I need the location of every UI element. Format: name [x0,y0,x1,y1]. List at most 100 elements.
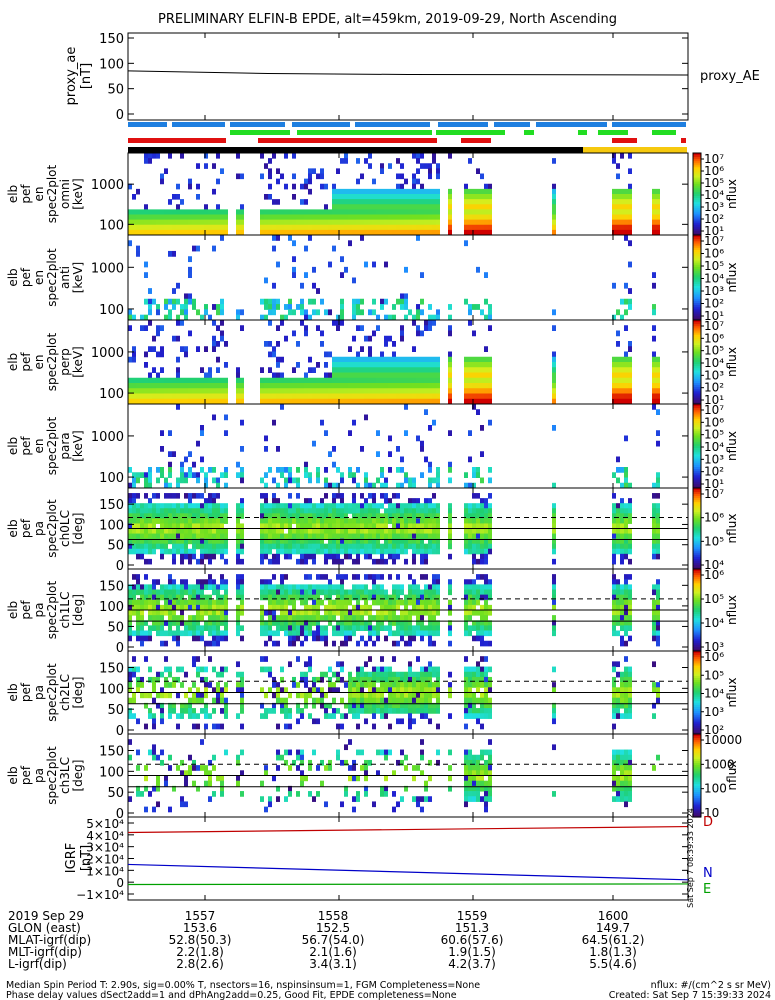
spectrogram-cell [376,528,380,535]
spectrogram-cell [148,635,152,642]
spectrogram-cell [144,477,148,484]
spectrogram-cell [408,676,412,683]
spectrogram-cell [172,513,176,519]
spectrogram-cell [420,153,424,159]
spectrogram-cell [432,314,436,321]
spectrogram-cell [276,503,280,509]
spectrogram-cell [368,625,372,631]
spectrogram-cell [388,548,392,555]
spectrogram-cell [348,362,352,368]
spectrogram-cell [488,356,492,363]
colorbar-cell [693,620,701,623]
colorbar-cell [693,224,701,228]
spectrogram-cell [384,188,388,195]
spectrogram-cell [448,219,452,226]
spectrogram-cell [620,553,624,560]
spectrogram-cell [128,708,132,714]
spectrogram-cell [352,615,356,621]
spectrogram-cell [196,377,200,384]
spectrogram-cell [304,498,308,504]
spectrogram-cell [436,188,440,195]
spectrogram-cell [196,620,200,626]
spectrogram-cell [472,671,476,678]
colorbar-cell [693,583,701,586]
spectrogram-cell [364,367,368,373]
spectrogram-cell [292,589,296,596]
spectrogram-cell [384,341,388,347]
spectrogram-cell [364,682,368,688]
spectrogram-cell [308,610,312,616]
spectrogram-cell [428,702,432,709]
spectrogram-cell [264,304,268,310]
spectrogram-cell [416,388,420,394]
spectrogram-cell [200,708,204,714]
spectrogram-cell [656,533,660,540]
spectrogram-cell [488,518,492,524]
spectrogram-cell [404,430,408,436]
spectrogram-cell [424,687,428,693]
spectrogram-cell [352,277,356,284]
spectrogram-cell [176,377,180,384]
spectrogram-cell [364,261,368,268]
spectrogram-cell [300,640,304,647]
spectrogram-cell [188,523,192,529]
spectrogram-cell [624,620,628,626]
spectrogram-cell [392,351,396,358]
spectrogram-cell [140,553,144,560]
spectrogram-cell [372,229,376,236]
spectrogram-cell [400,599,404,606]
spectrogram-cell [196,671,200,678]
spectrogram-cell [420,356,424,363]
spectrogram-cell [220,513,224,519]
spectrogram-cell [192,229,196,236]
spectrogram-cell [652,533,656,540]
spectrogram-cell [132,472,136,478]
spectrogram-cell [396,553,400,560]
colorbar-cell [693,458,701,462]
spectrogram-cell [344,367,348,373]
spectrogram-cell [224,594,228,601]
spectrogram-cell [428,697,432,704]
spectrogram-cell [204,304,208,310]
spectrogram-cell [204,518,208,524]
proxy-ae-tick-label: 100 [99,57,124,72]
spectrogram-cell [488,229,492,236]
spectrogram-cell [476,713,480,719]
spectrogram-cell [472,599,476,606]
spectrogram-cell [424,163,428,169]
spectrogram-cell [284,594,288,601]
spectrogram-cell [336,199,340,205]
spectrogram-cell [196,219,200,226]
spectrogram-cell [128,356,132,363]
spectrogram-cell [392,372,396,379]
spectrogram-cell [416,356,420,363]
spectrogram-cell [400,298,404,305]
spectrogram-cell [324,229,328,236]
spectrogram-cell [336,533,340,540]
spectrogram-cell [384,356,388,363]
spectrogram-cell [184,456,188,463]
colorbar-tick-label: 10² [704,465,724,479]
spectrogram-cell [188,393,192,400]
spectrogram-cell [260,558,264,565]
spectrogram-cell [144,325,148,331]
spectrogram-cell [652,199,656,205]
spectrogram-cell [436,702,440,709]
spectrogram-cell [416,309,420,316]
spectrogram-cell [220,219,224,226]
spectrogram-cell [432,548,436,555]
spectrogram-cell [464,356,468,363]
colorbar-cell [693,490,701,493]
spectrogram-cell [624,377,628,384]
spectrogram-cell [200,467,204,473]
spectrogram-cell [488,183,492,190]
spectrogram-cell [136,513,140,519]
spectrogram-cell [424,204,428,210]
spectrogram-cell [356,383,360,389]
spectrogram-cell [272,419,276,426]
spectrogram-cell [220,528,224,535]
spectrogram-cell [164,314,168,321]
spectrogram-cell [212,635,216,642]
spectrogram-cell [352,356,356,363]
spectrogram-cell [344,713,348,719]
